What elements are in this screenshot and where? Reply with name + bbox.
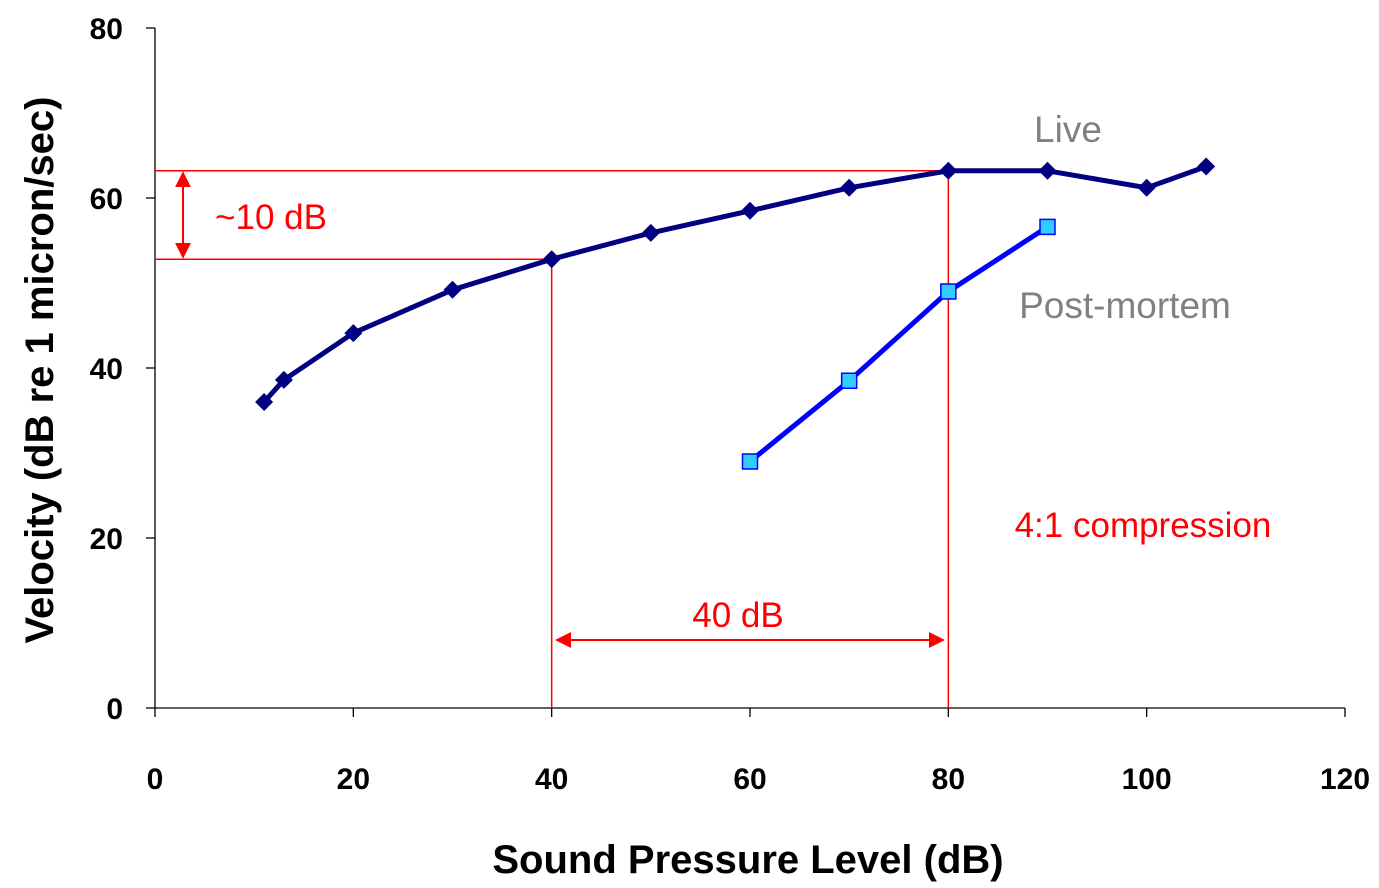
annotations [155, 170, 950, 708]
data-point-post-mortem-0 [741, 453, 759, 470]
data-point-live-5 [641, 223, 660, 242]
data-point-live-3 [443, 280, 462, 299]
axes: 0 20 40 60 80 100 120 0 20 40 60 80 [90, 13, 1370, 796]
x-tick-label-3: 60 [733, 763, 766, 796]
series-layer [255, 157, 1216, 470]
data-point-live-4 [542, 250, 561, 269]
data-point-live-7 [840, 178, 859, 197]
x-tick-label-6: 120 [1320, 763, 1370, 796]
x-tick-label-5: 100 [1122, 763, 1172, 796]
compression-label: 4:1 compression [1015, 506, 1272, 545]
data-point-live-11 [1197, 157, 1216, 176]
data-point-live-10 [1137, 178, 1156, 197]
data-point-live-8 [939, 161, 958, 180]
series-line-live [261, 164, 1209, 405]
data-point-live-2 [344, 324, 363, 343]
x-tick-label-0: 0 [147, 763, 164, 796]
series-line-post-mortem [747, 224, 1050, 464]
data-point-live-1 [274, 370, 293, 389]
x-tick-label-2: 40 [535, 763, 568, 796]
x-tick-label-4: 80 [932, 763, 965, 796]
data-point-post-mortem-2 [940, 283, 957, 300]
series-label-post-mortem: Post-mortem [1019, 285, 1231, 326]
y-tick-label-2: 40 [90, 353, 123, 386]
y-tick-label-3: 60 [90, 183, 123, 216]
data-point-live-9 [1038, 161, 1057, 180]
x-tick-label-1: 20 [337, 763, 370, 796]
data-point-post-mortem-3 [1039, 218, 1056, 236]
y-axis-title: Velocity (dB re 1 micron/sec) [18, 97, 62, 644]
y-tick-label-1: 20 [90, 523, 123, 556]
db-difference-label: ~10 dB [215, 198, 327, 237]
x-axis-title: Sound Pressure Level (dB) [492, 838, 1003, 882]
data-point-live-6 [741, 201, 759, 220]
spl-difference-label: 40 dB [692, 596, 783, 635]
data-point-live-0 [255, 393, 274, 411]
series-label-live: Live [1034, 109, 1102, 150]
y-tick-label-4: 80 [90, 13, 123, 46]
y-tick-label-0: 0 [106, 693, 123, 726]
data-point-post-mortem-1 [840, 372, 858, 389]
